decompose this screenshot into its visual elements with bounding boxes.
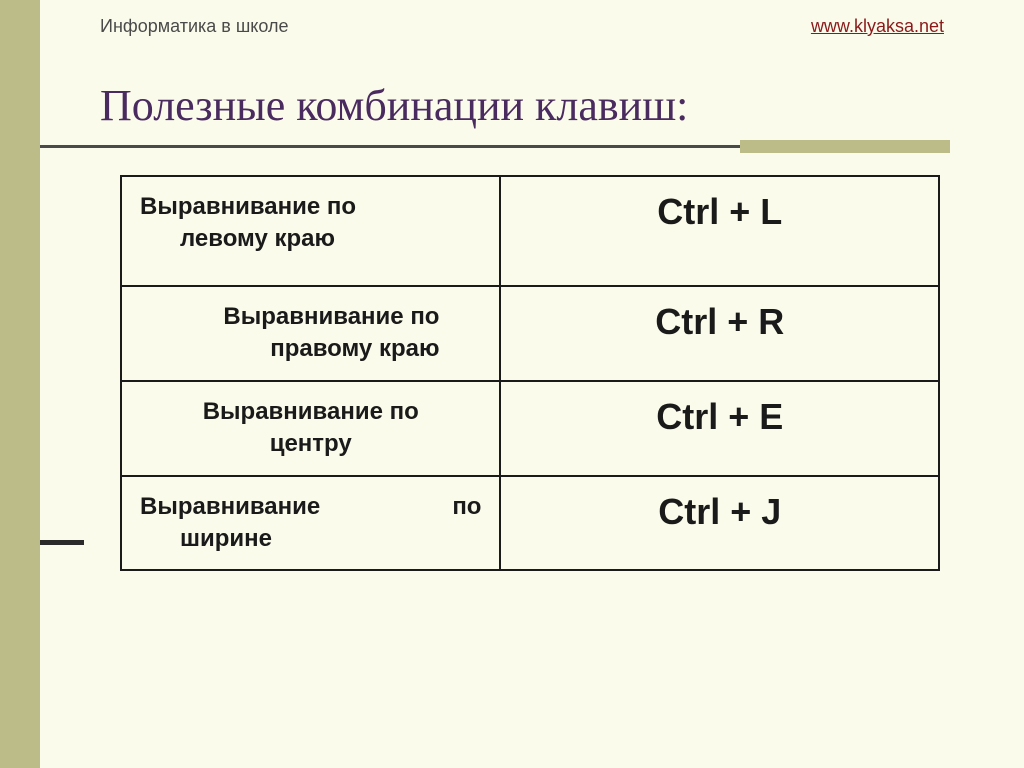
desc-text: центру bbox=[270, 430, 352, 457]
shortcut-description: Выравнивание по центру bbox=[121, 381, 500, 476]
table-row: Выравнивание по центру Ctrl + E bbox=[121, 381, 939, 476]
table-row: Выравнивание по левому краю Ctrl + L bbox=[121, 176, 939, 286]
header-subtitle: Информатика в школе bbox=[100, 16, 289, 37]
shortcut-description: Выравнивание по левому краю bbox=[121, 176, 500, 286]
desc-text: левому краю bbox=[140, 223, 481, 255]
desc-text: правому краю bbox=[270, 335, 439, 362]
shortcut-key: Ctrl + R bbox=[500, 286, 939, 381]
title-underline bbox=[40, 145, 740, 148]
shortcut-key: Ctrl + L bbox=[500, 176, 939, 286]
shortcut-description: Выравнивание по ширине bbox=[121, 476, 500, 571]
shortcuts-table: Выравнивание по левому краю Ctrl + L Выр… bbox=[120, 175, 940, 571]
left-tick-mark bbox=[40, 540, 84, 545]
header-link[interactable]: www.klyaksa.net bbox=[811, 16, 944, 37]
desc-text: ширине bbox=[140, 523, 481, 555]
title-underline-accent bbox=[740, 140, 950, 153]
left-stripe bbox=[0, 0, 40, 768]
page-title: Полезные комбинации клавиш: bbox=[100, 80, 688, 131]
desc-text: по bbox=[452, 491, 481, 523]
table-row: Выравнивание по правому краю Ctrl + R bbox=[121, 286, 939, 381]
desc-text: Выравнивание bbox=[140, 491, 320, 523]
desc-text: Выравнивание по bbox=[140, 396, 481, 428]
shortcut-description: Выравнивание по правому краю bbox=[121, 286, 500, 381]
table-row: Выравнивание по ширине Ctrl + J bbox=[121, 476, 939, 571]
desc-text: Выравнивание по bbox=[140, 301, 439, 333]
desc-text: Выравнивание по bbox=[140, 191, 481, 223]
shortcut-key: Ctrl + J bbox=[500, 476, 939, 571]
shortcut-key: Ctrl + E bbox=[500, 381, 939, 476]
